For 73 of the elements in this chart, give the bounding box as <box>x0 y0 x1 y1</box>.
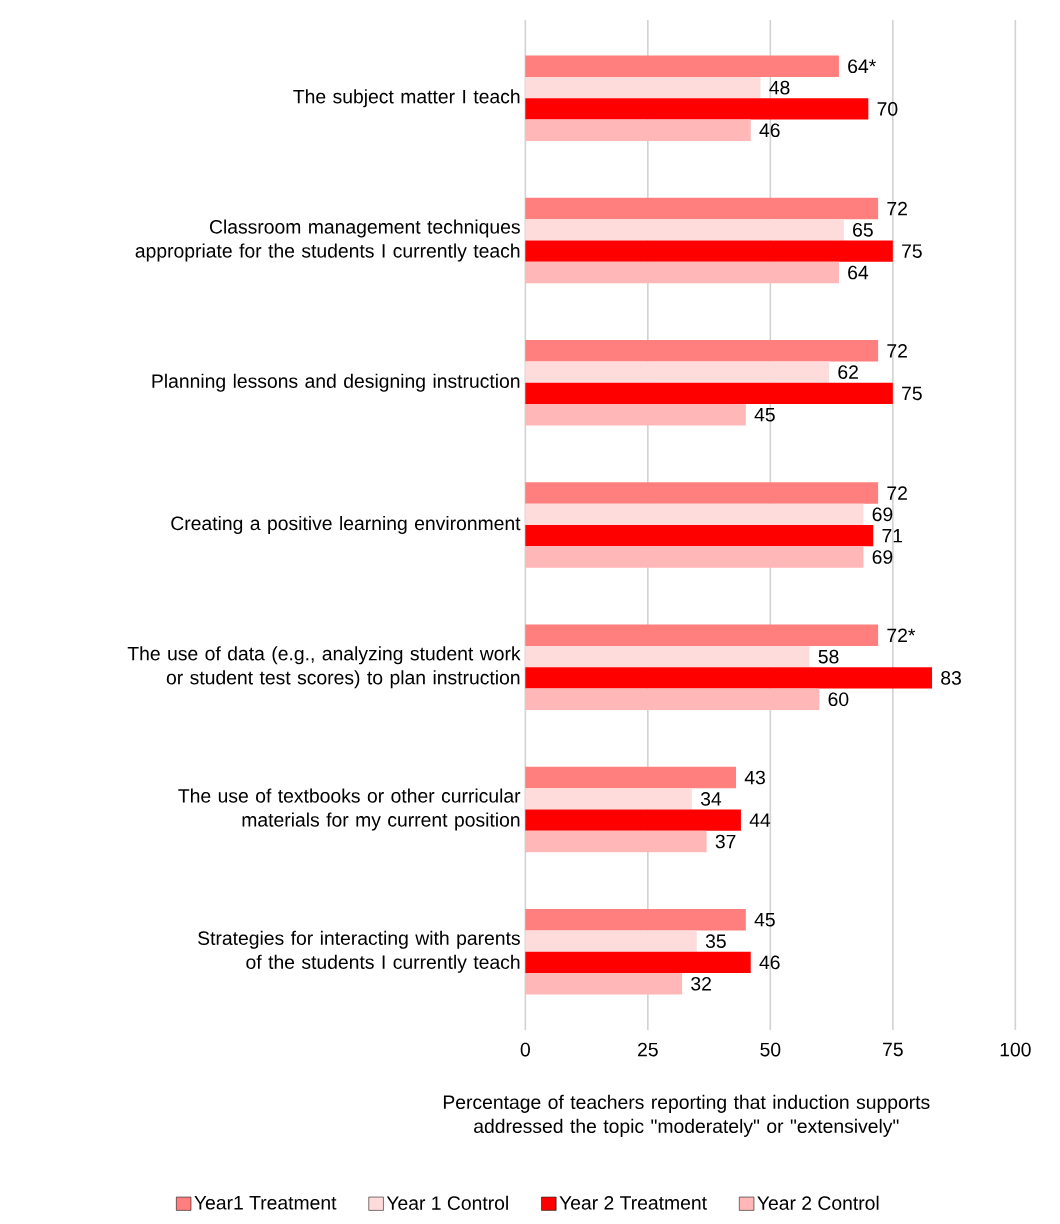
bar <box>525 546 864 568</box>
data-label: 75 <box>902 244 922 258</box>
bar <box>525 788 692 810</box>
y-tick-label: Strategies for interacting with parents of the students I currently teach <box>198 930 520 973</box>
legend-label: Year 2 Treatment <box>559 1195 707 1210</box>
data-label: 83 <box>941 671 961 685</box>
bar <box>525 525 874 547</box>
y-tick-label: The subject matter I teach <box>293 89 520 108</box>
data-label: 72 <box>887 201 907 216</box>
legend-label: Year 2 Control <box>757 1195 879 1210</box>
bar <box>525 261 839 284</box>
data-label: 65 <box>853 222 873 237</box>
data-label: 32 <box>691 976 711 991</box>
bar <box>525 973 683 995</box>
bar <box>525 503 864 526</box>
y-tick-label: The use of textbooks or other curricular materials for my current position <box>178 788 521 831</box>
data-label: 72 <box>887 344 907 358</box>
x-tick-label: 100 <box>1000 1042 1031 1057</box>
bar <box>525 930 697 952</box>
x-tick-label: 75 <box>883 1042 903 1057</box>
bar <box>525 240 893 262</box>
y-tick-label: Classroom management techniques appropriate for the students I currently teach <box>135 219 520 262</box>
bar <box>525 119 751 141</box>
bar <box>525 482 879 504</box>
data-label: 58 <box>818 649 839 664</box>
data-label: 45 <box>754 913 775 927</box>
data-label: 64* <box>848 59 876 74</box>
data-label: 48 <box>769 80 790 95</box>
bar <box>525 624 879 646</box>
bar <box>525 830 707 853</box>
data-label: 64 <box>848 265 869 280</box>
bar <box>525 766 737 789</box>
bar <box>525 951 751 974</box>
bar <box>525 645 810 668</box>
bar <box>525 197 879 220</box>
data-label: 72* <box>887 628 916 643</box>
legend-label: Year1 Treatment <box>194 1196 337 1210</box>
y-tick-label: The use of data (e.g., analyzing student work or student test scores) to plan instruction <box>127 646 521 689</box>
legend-label: Year 1 Control <box>386 1195 508 1210</box>
data-label: 35 <box>705 934 726 948</box>
bar <box>525 361 830 383</box>
y-tick-label: Creating a positive learning environment <box>171 516 521 535</box>
data-label: 60 <box>828 692 849 707</box>
bar <box>525 404 746 426</box>
bar <box>525 382 893 405</box>
bar <box>525 219 844 241</box>
data-label: 45 <box>754 408 775 422</box>
data-label: 44 <box>749 813 771 827</box>
bar <box>525 98 869 120</box>
data-label: 46 <box>759 123 780 138</box>
data-label: 72 <box>887 486 907 500</box>
bar <box>525 667 933 689</box>
data-label: 69 <box>872 507 893 522</box>
bar <box>525 909 746 931</box>
bar <box>525 809 741 831</box>
data-label: 69 <box>872 550 893 564</box>
x-axis-title: Percentage of teachers reporting that induction supports addressed the topic "moderately" or "extensively" <box>443 1094 930 1137</box>
data-label: 46 <box>759 955 780 970</box>
data-label: 43 <box>744 770 765 785</box>
data-label: 70 <box>877 102 898 116</box>
bar <box>525 76 761 99</box>
bar <box>525 55 839 77</box>
data-label: 71 <box>882 529 903 543</box>
y-tick-label: Planning lessons and designing instruction <box>152 373 520 392</box>
x-tick-label: 50 <box>760 1042 781 1057</box>
x-tick-label: 0 <box>520 1042 530 1057</box>
x-tick-label: 25 <box>638 1042 658 1057</box>
bar <box>525 340 879 362</box>
data-label: 62 <box>838 365 858 379</box>
bar <box>525 688 820 710</box>
data-label: 75 <box>902 386 922 401</box>
data-label: 37 <box>715 834 736 849</box>
data-label: 34 <box>700 792 722 806</box>
